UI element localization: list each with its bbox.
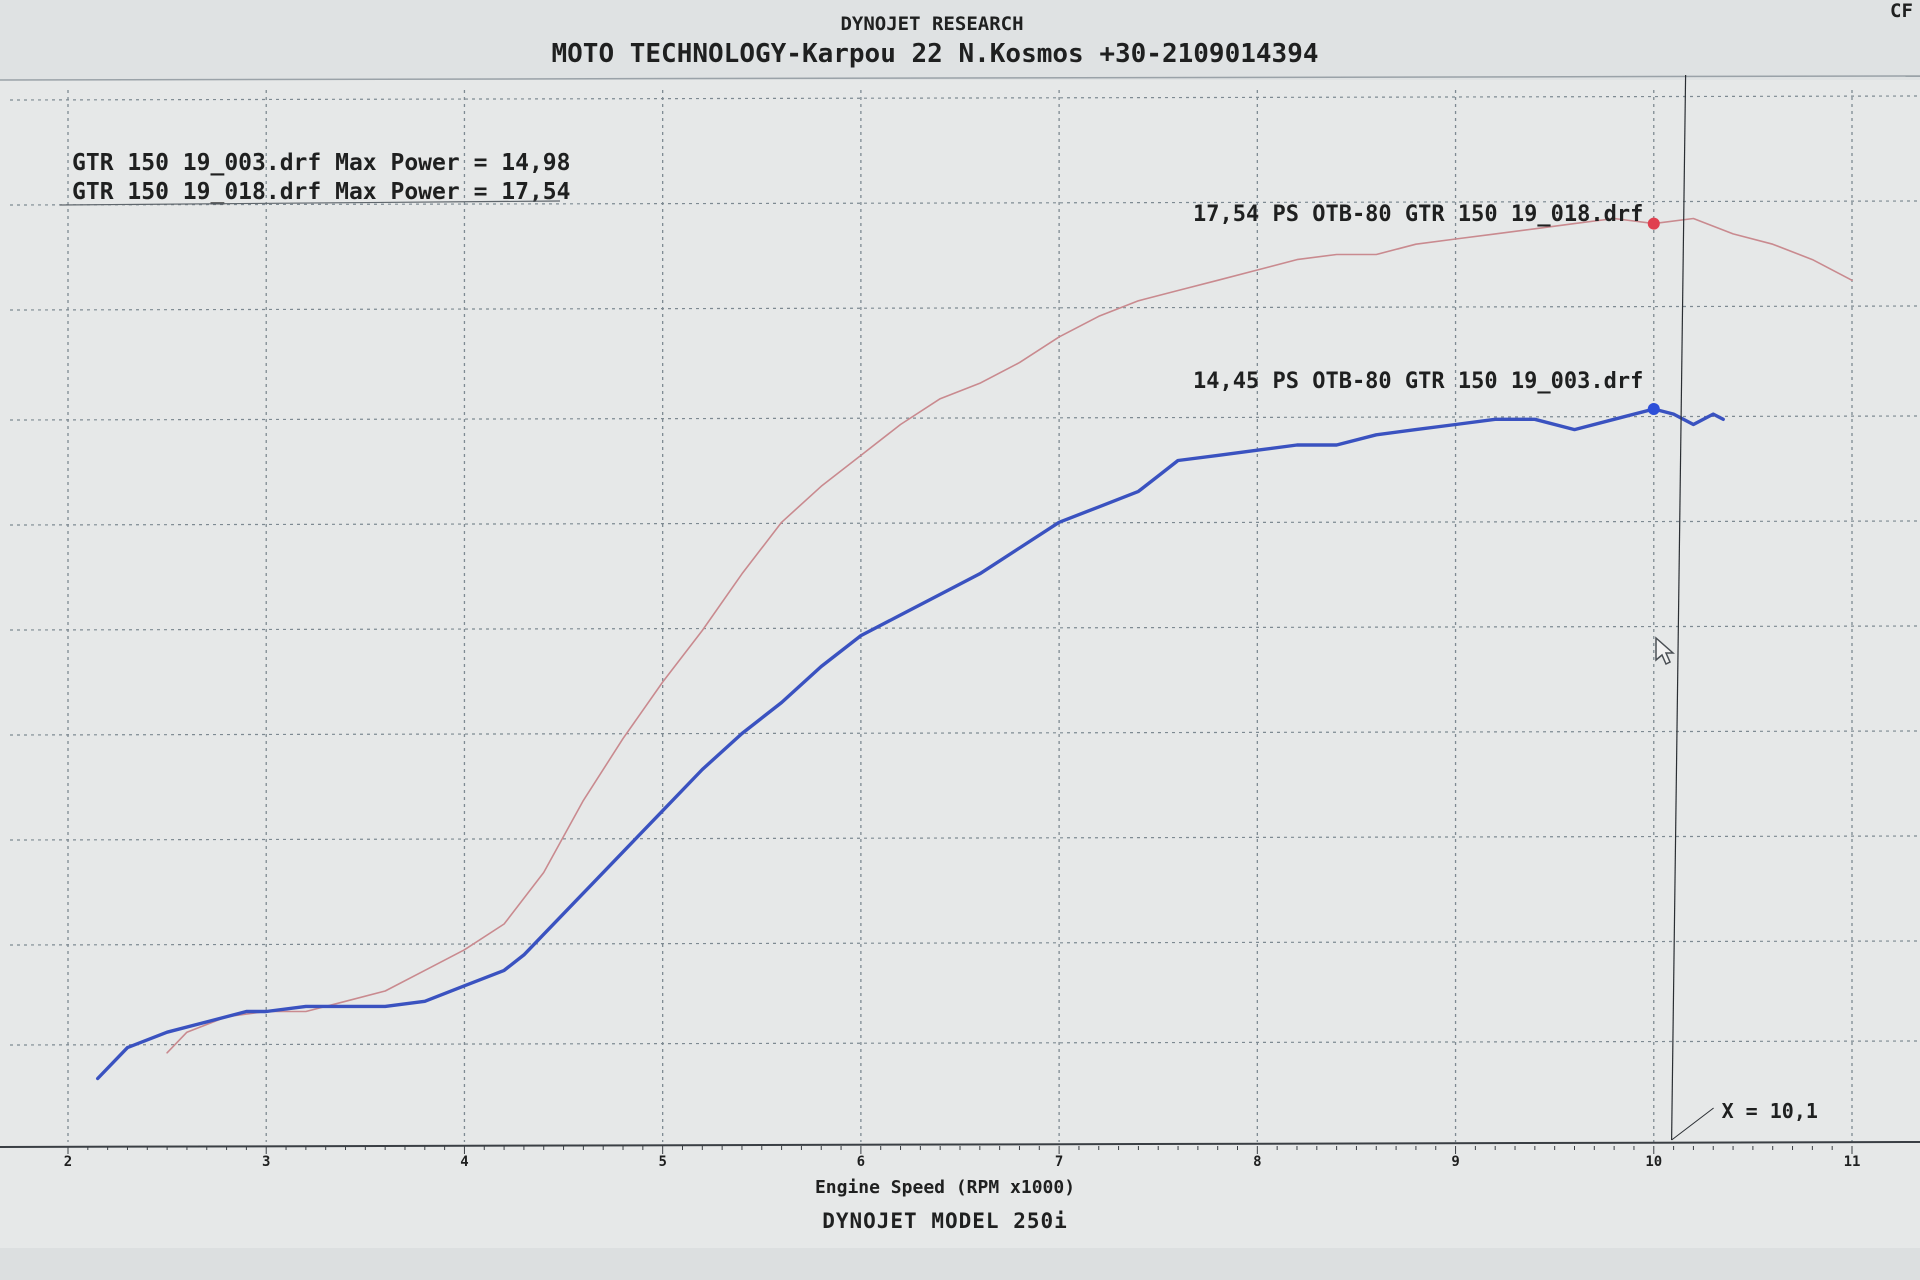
series-layer <box>96 217 1853 1081</box>
header-band <box>0 0 1920 80</box>
footer-band <box>0 1248 1920 1280</box>
grid-line-y <box>9 730 1920 736</box>
x-tick-label: 7 <box>1055 1154 1063 1170</box>
annotation-003: 14,45 PS OTB-80 GTR 150 19_003.drf <box>1193 369 1643 394</box>
cursor-group: X = 10,1 <box>1671 74 1818 1141</box>
grid-line-y <box>9 625 1920 631</box>
legend-underline <box>59 200 561 206</box>
grid-line-y <box>9 520 1920 526</box>
corner-text: CF <box>1890 0 1913 22</box>
header-divider <box>0 75 1920 81</box>
grid-line-y <box>9 940 1920 946</box>
x-tick-label: 9 <box>1451 1154 1459 1170</box>
grid-line-y <box>9 305 1920 311</box>
x-tick-label: 3 <box>262 1154 270 1170</box>
annotation-018: 17,54 PS OTB-80 GTR 150 19_018.drf <box>1193 202 1643 227</box>
x-tick-label: 10 <box>1645 1154 1662 1170</box>
grid-line-y <box>9 415 1920 421</box>
x-axis-label: Engine Speed (RPM x1000) <box>815 1177 1075 1198</box>
x-axis-line <box>0 1141 1920 1148</box>
series-line-018 <box>166 217 1853 1054</box>
x-tick-label: 6 <box>857 1154 865 1170</box>
grid-line-y <box>9 200 1920 206</box>
brand-title: DYNOJET RESEARCH <box>840 13 1023 35</box>
cursor-line <box>1671 74 1687 1141</box>
x-axis: 2 3 4 5 6 7 8 9 10 11 <box>0 1141 1920 1170</box>
x-tick-label: 5 <box>658 1154 666 1170</box>
mouse-pointer-icon <box>1655 636 1675 666</box>
cursor-leader <box>1671 1107 1714 1141</box>
legend-entry-003: GTR 150 19_003.drf Max Power = 14,98 <box>72 150 571 176</box>
cursor-label: X = 10,1 <box>1722 1099 1818 1123</box>
dyno-model: DYNOJET MODEL 250i <box>822 1209 1068 1233</box>
series-marker-003 <box>1647 403 1660 415</box>
x-tick-label: 4 <box>460 1154 468 1170</box>
x-tick-label: 11 <box>1844 1154 1861 1170</box>
grid <box>9 90 1920 1142</box>
x-tick-label: 8 <box>1253 1154 1261 1170</box>
shop-title: MOTO TECHNOLOGY-Karpou 22 N.Kosmos +30-2… <box>551 39 1318 69</box>
series-line-003 <box>96 407 1725 1081</box>
grid-line-y <box>9 1040 1920 1046</box>
series-marker-018 <box>1647 217 1660 230</box>
grid-line-y <box>9 835 1920 841</box>
grid-line-y <box>9 95 1920 101</box>
legend-entry-018: GTR 150 19_018.drf Max Power = 17,54 <box>72 179 571 205</box>
x-tick-label: 2 <box>64 1154 72 1170</box>
